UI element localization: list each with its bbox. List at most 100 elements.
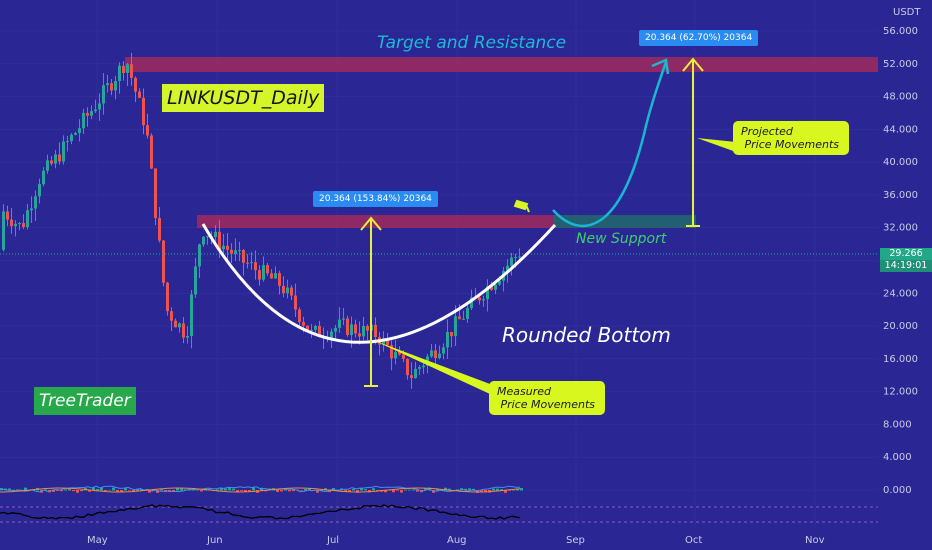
price-tick-label: 24.000 xyxy=(883,288,918,299)
candle-body xyxy=(174,320,177,328)
measure-tag-target: 20.364 (62.70%) 20364 xyxy=(639,30,759,46)
histogram-bar xyxy=(24,487,27,491)
candle-body xyxy=(130,64,133,78)
candle-body xyxy=(282,285,285,294)
breakout-zone xyxy=(197,215,557,228)
candle-body xyxy=(30,208,33,211)
candle-body xyxy=(330,331,333,339)
candle-body xyxy=(246,262,249,264)
histogram-bar xyxy=(292,490,295,492)
candle-body xyxy=(266,265,269,274)
time-tick-label: Aug xyxy=(447,535,467,546)
histogram-bar xyxy=(16,489,19,491)
histogram-bar xyxy=(92,487,95,491)
histogram-bar xyxy=(500,489,503,491)
price-tick-label: 4.000 xyxy=(883,452,912,463)
candle-body xyxy=(462,318,465,320)
projection-curve xyxy=(552,61,668,228)
time-tick-label: Sep xyxy=(566,535,585,546)
histogram-bar xyxy=(112,487,115,491)
candle-body xyxy=(206,236,209,238)
candle-body xyxy=(450,332,453,337)
candle-body xyxy=(422,365,425,368)
histogram-bar xyxy=(364,489,367,491)
candle-body xyxy=(142,97,145,126)
histogram-bar xyxy=(372,488,375,491)
histogram-bar xyxy=(468,488,471,491)
candle-body xyxy=(506,265,509,271)
candle-body xyxy=(2,211,5,250)
histogram-bar xyxy=(444,487,447,491)
oscillator-line xyxy=(0,504,521,520)
histogram-bar xyxy=(88,490,91,492)
candle-body xyxy=(410,375,413,379)
symbol-title: LINKUSDT_Daily xyxy=(162,84,325,112)
candle-body xyxy=(42,170,45,185)
candle-body xyxy=(346,318,349,335)
histogram-bar xyxy=(392,490,395,493)
candle-body xyxy=(94,109,97,112)
histogram-bar xyxy=(116,490,119,492)
histogram-bar xyxy=(228,488,231,491)
candle-body xyxy=(70,134,73,142)
candle-body xyxy=(78,128,81,133)
price-tick-label: 20.000 xyxy=(883,321,918,332)
price-tick-label: 16.000 xyxy=(883,354,918,365)
time-tick-label: May xyxy=(87,535,108,546)
candle-body xyxy=(354,324,357,334)
histogram-bar xyxy=(132,490,135,492)
candle-body xyxy=(154,168,157,219)
time-axis: May Jun Jul Aug Sep Oct Nov xyxy=(87,535,825,546)
histogram-bar xyxy=(148,490,151,493)
histogram-bar xyxy=(100,487,103,491)
price-tick-label: 8.000 xyxy=(883,419,912,430)
candle-body xyxy=(102,85,105,104)
candle-body xyxy=(58,154,61,162)
support-zone xyxy=(553,215,696,228)
histogram-bar xyxy=(360,488,363,491)
candle-body xyxy=(494,284,497,290)
histogram-bar xyxy=(484,490,487,493)
candle-body xyxy=(446,332,449,348)
candle-body xyxy=(498,280,501,285)
candle-body xyxy=(218,231,221,250)
candle-body xyxy=(366,325,369,331)
histogram-bar xyxy=(520,487,523,491)
countdown-tag: 14:19:01 xyxy=(880,260,932,272)
histogram-bar xyxy=(128,490,131,491)
currency-label: USDT xyxy=(893,7,921,18)
histogram-bar xyxy=(124,487,127,491)
histogram-bar xyxy=(56,490,59,491)
candle-body xyxy=(386,338,389,346)
candle-body xyxy=(122,65,125,74)
candle-body xyxy=(82,112,85,129)
candle-body xyxy=(178,323,181,328)
candle-body xyxy=(6,211,9,220)
time-tick-label: Jul xyxy=(326,535,339,546)
candle-body xyxy=(374,324,377,337)
histogram-bar xyxy=(232,488,235,491)
candle-body xyxy=(242,250,245,263)
candle-body xyxy=(518,256,521,258)
candle-body xyxy=(146,125,149,136)
price-tick-label: 32.000 xyxy=(883,223,918,234)
brand-label: TreeTrader xyxy=(34,387,136,415)
candle-body xyxy=(414,368,417,379)
candle-body xyxy=(238,250,241,252)
candle-body xyxy=(22,223,25,228)
candle-body xyxy=(134,77,137,92)
candle-body xyxy=(186,336,189,338)
indicator-signal-line xyxy=(0,487,521,493)
candle-body xyxy=(350,324,353,335)
price-tick-label: 40.000 xyxy=(883,157,918,168)
candle-body xyxy=(98,103,101,110)
candle-body xyxy=(74,132,77,135)
candle-body xyxy=(226,245,229,250)
histogram-bar xyxy=(180,488,183,491)
histogram-bar xyxy=(244,490,247,492)
histogram-bar xyxy=(384,490,387,493)
measured-callout-pointer xyxy=(373,340,490,394)
price-tick-label: 48.000 xyxy=(883,92,918,103)
histogram-bar xyxy=(140,488,143,491)
candle-body xyxy=(118,65,121,82)
